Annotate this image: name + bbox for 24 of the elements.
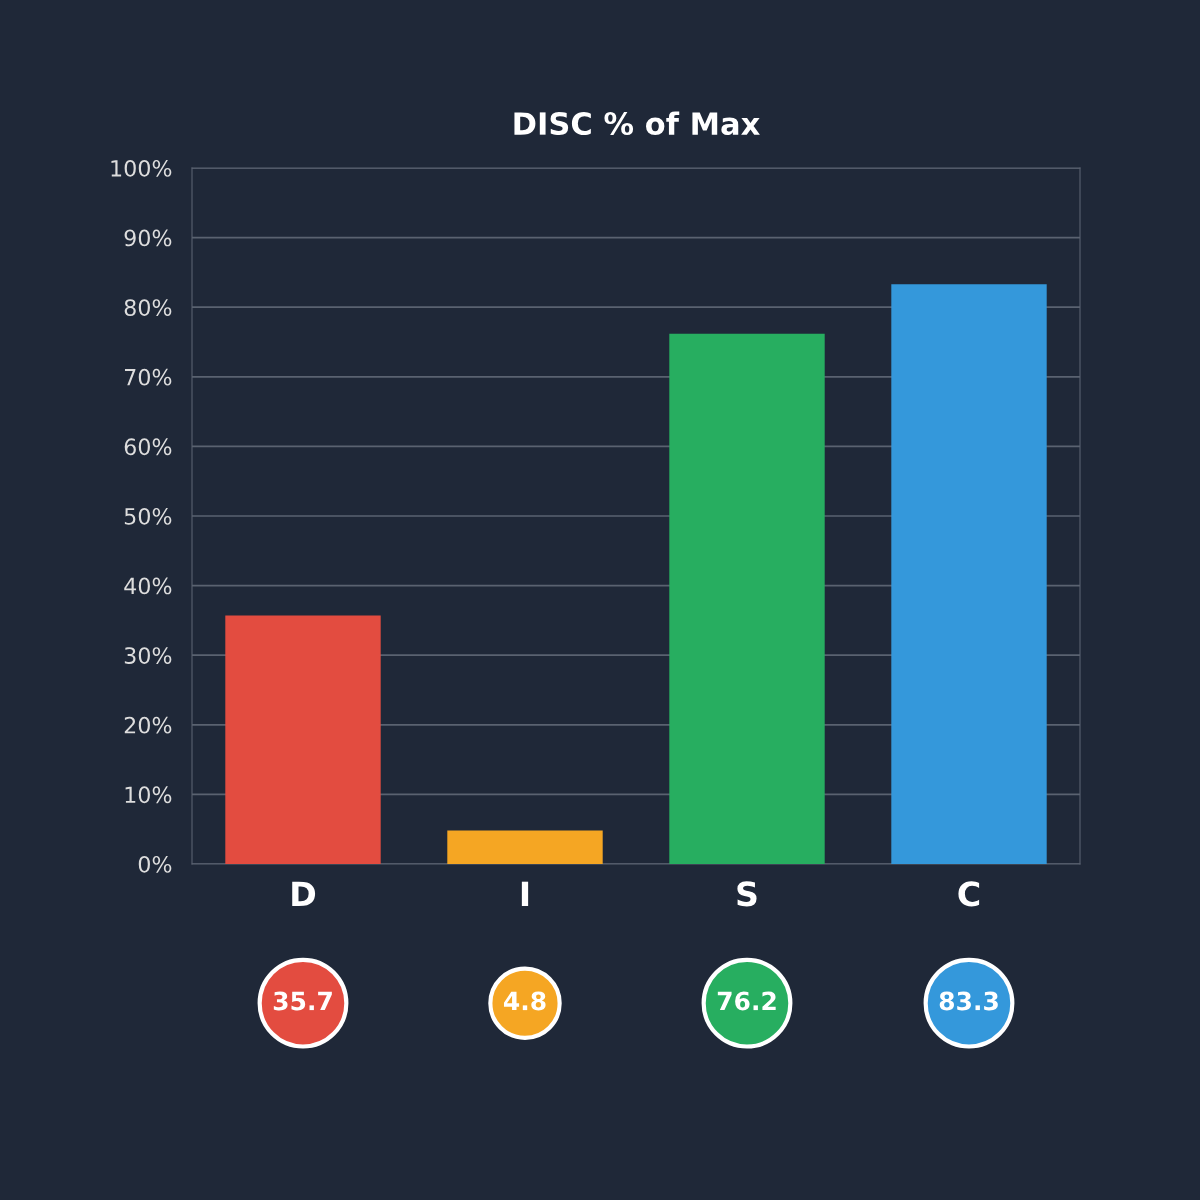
data-label: 76.2 — [717, 991, 776, 1011]
x-tick-label: S — [737, 881, 757, 907]
bar — [891, 284, 1047, 864]
y-tick-label: 50% — [124, 507, 172, 525]
y-tick-label: 60% — [124, 438, 172, 456]
data-label: 35.7 — [273, 991, 332, 1011]
x-tick-label: C — [958, 881, 980, 907]
data-label: 83.3 — [939, 991, 998, 1011]
chart-title: DISC % of Max — [514, 111, 760, 136]
bar — [669, 333, 825, 864]
y-tick-label: 70% — [124, 368, 172, 386]
data-label: 4.8 — [503, 991, 546, 1011]
y-tick-label: 90% — [124, 229, 172, 247]
y-tick-label: 20% — [124, 716, 172, 734]
y-tick-label: 40% — [124, 577, 172, 595]
y-tick-label: 0% — [138, 855, 172, 873]
y-tick-label: 80% — [124, 299, 172, 316]
y-tick-label: 30% — [124, 647, 172, 664]
x-tick-label: I — [521, 881, 529, 906]
bar — [225, 615, 381, 864]
y-tick-label: 100% — [111, 159, 172, 177]
bar — [447, 830, 603, 864]
y-tick-label: 10% — [125, 786, 172, 804]
x-tick-label: D — [292, 881, 316, 906]
